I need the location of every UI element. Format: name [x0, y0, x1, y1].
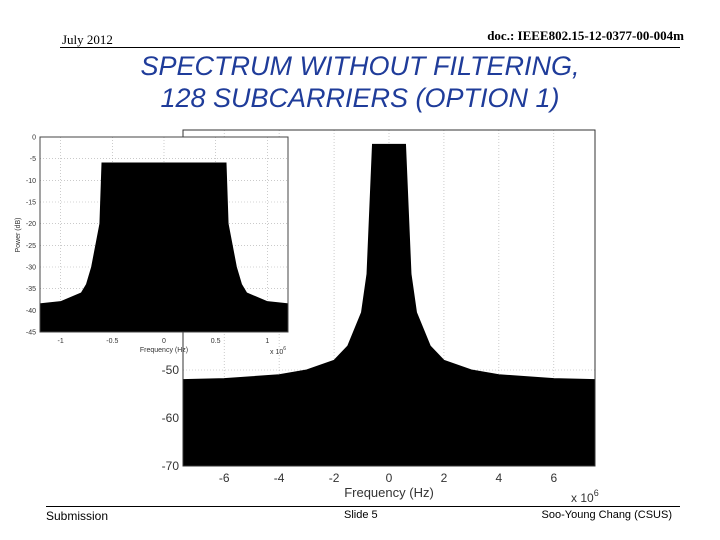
x-tick-label: 6 [550, 471, 557, 485]
y-tick-label: 0 [32, 134, 36, 141]
x-tick-label: -1 [58, 338, 64, 345]
main-x-tick-labels: -6 -4 -2 0 2 4 6 [219, 471, 558, 485]
x-tick-label: 0.5 [211, 338, 221, 345]
inset-series [39, 162, 289, 333]
x-tick-label: 1 [265, 338, 269, 345]
spectrum-series [39, 162, 289, 333]
header-doc-id: doc.: IEEE802.15-12-0377-00-004m [487, 28, 684, 43]
y-tick-label: -60 [162, 411, 180, 425]
y-tick-label: -40 [26, 308, 36, 315]
main-x-multiplier: x 106 [571, 488, 599, 505]
y-tick-label: -30 [26, 264, 36, 271]
x-tick-label: 0 [386, 471, 393, 485]
header-date: July 2012 [62, 32, 113, 47]
y-tick-label: -45 [26, 329, 36, 336]
x-tick-label: 4 [496, 471, 503, 485]
y-tick-label: -5 [30, 156, 36, 163]
inset-plot-frame [39, 136, 289, 333]
y-tick-label: -10 [26, 178, 36, 185]
footer-author: Soo-Young Chang (CSUS) [541, 509, 672, 521]
x-tick-label: 2 [441, 471, 448, 485]
footer-rule [46, 506, 680, 507]
header-rule [60, 47, 680, 48]
inset-x-axis-label: Frequency (Hz) [140, 347, 188, 354]
main-series [182, 143, 596, 467]
y-tick-label: -70 [162, 459, 180, 473]
inset-y-tick-labels: 0 -5 -10 -15 -20 -25 -30 -35 -40 -45 [26, 134, 36, 336]
spectrum-series [182, 143, 596, 467]
inset-chart: 0-5-10-15-20-25-30-35-40-45 -1 -0.5 0 0.5 1 … [15, 134, 289, 356]
x-tick-label: -2 [329, 471, 340, 485]
y-tick-label: -50 [162, 363, 180, 377]
slide-title-line-1: SPECTRUM WITHOUT FILTERING, [140, 51, 580, 81]
x-tick-label: -4 [274, 471, 285, 485]
slide-title-line-2: 128 SUBCARRIERS (OPTION 1) [160, 83, 560, 113]
footer-slide-number: Slide 5 [344, 509, 378, 521]
slide-title: SPECTRUM WITHOUT FILTERING, 128 SUBCARRI… [120, 50, 600, 114]
inset-x-tick-labels: -1 -0.5 0 0.5 1 [58, 338, 270, 345]
main-y-tick-labels: -50 -60 -70 [162, 363, 180, 473]
x-tick-label: 0 [162, 338, 166, 345]
inset-y-axis-label: Power (dB) [15, 217, 22, 252]
x-tick-label: -6 [219, 471, 230, 485]
main-x-axis-label: Frequency (Hz) [344, 485, 434, 500]
inset-x-multiplier: x 106 [270, 346, 286, 356]
y-tick-label: -35 [26, 286, 36, 293]
y-tick-label: -20 [26, 221, 36, 228]
y-tick-label: -15 [26, 199, 36, 206]
x-tick-label: -0.5 [106, 338, 118, 345]
footer-submission: Submission [46, 509, 109, 523]
y-tick-label: -25 [26, 243, 36, 250]
